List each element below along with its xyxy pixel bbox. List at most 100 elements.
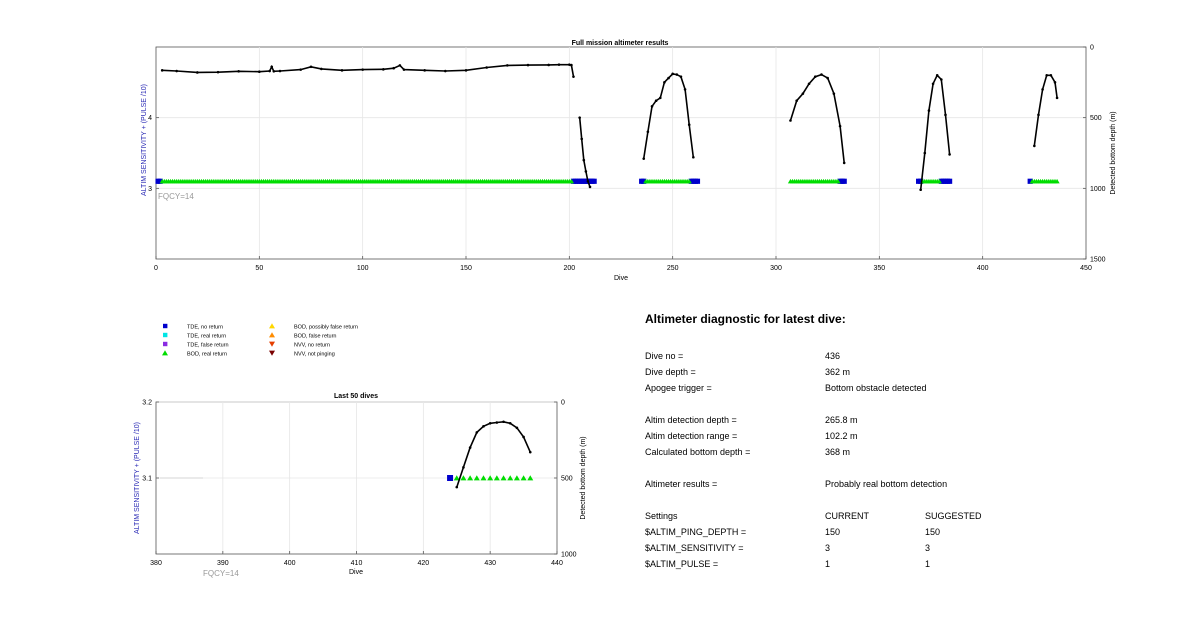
main-depth-point (813, 75, 817, 78)
main-depth-point (464, 69, 468, 72)
small-bod-marker (527, 475, 534, 481)
dive-no-label: Dive no = (645, 351, 684, 361)
main-tde-marker (157, 178, 163, 184)
legend-marker (269, 350, 275, 356)
main-depth-point (675, 73, 679, 76)
pulse-current: 1 (825, 559, 831, 569)
main-y-left-tick-label: 3 (148, 186, 152, 193)
main-tde-marker (841, 178, 847, 184)
dive-no-value: 436 (825, 351, 841, 361)
main-tde-marker (694, 178, 701, 184)
small-depth-point (475, 431, 479, 434)
main-bod-marker (936, 178, 942, 184)
small-y-right-tick-label: 0 (561, 400, 565, 407)
main-depth-point (398, 64, 402, 67)
main-depth-point (654, 99, 658, 103)
small-depth-point (468, 446, 472, 449)
small-y-left-axis-label: ALTIM SENSITIVITY + (PULSE /10) (134, 422, 141, 534)
main-depth-point (692, 155, 695, 159)
altimeter-results-value: Probably real bottom detection (825, 479, 948, 489)
small-bod-marker (520, 475, 527, 481)
legend-label: TDE, false return (187, 343, 229, 349)
main-depth-point (832, 92, 836, 95)
main-tde-marker (641, 178, 647, 184)
small-bod-marker (453, 475, 460, 481)
small-depth-point (508, 421, 512, 425)
small-fqcy-label: FQCY=14 (203, 569, 239, 578)
main-depth-point (820, 73, 823, 76)
main-x-axis-label: Dive (614, 275, 628, 282)
legend-marker (163, 341, 168, 347)
main-plot-area (155, 46, 1087, 260)
small-x-axis-label: Dive (349, 569, 363, 576)
small-y-right-tick-label: 1000 (561, 552, 577, 559)
detection-depth-value: 265.8 m (825, 415, 858, 425)
main-depth-point (948, 153, 951, 156)
small-depth-point (495, 421, 499, 424)
main-bod-marker (835, 178, 841, 184)
main-depth-point (1053, 81, 1057, 84)
main-depth-point (278, 69, 282, 73)
small-depth-point (462, 466, 465, 469)
small-x-tick-label: 430 (484, 560, 496, 567)
main-y-right-tick-label: 1500 (1090, 257, 1106, 264)
main-depth-point (270, 65, 274, 69)
main-depth-point (485, 66, 488, 69)
small-x-tick-label: 390 (217, 560, 229, 567)
diagnostic-title: Altimeter diagnostic for latest dive: (645, 312, 846, 326)
main-x-tick-label: 450 (1080, 265, 1092, 272)
main-depth-point (299, 68, 302, 71)
small-y-right-tick-label: 500 (561, 476, 573, 483)
main-depth-point (1041, 88, 1044, 91)
main-depth-point (923, 151, 927, 155)
main-tde-marker (947, 178, 953, 184)
main-depth-point (1037, 113, 1040, 117)
main-x-tick-label: 350 (873, 265, 885, 272)
main-depth-point (679, 75, 683, 78)
main-depth-line (919, 73, 951, 190)
small-bod-marker (500, 475, 507, 481)
settings-label: Settings (645, 511, 678, 521)
main-depth-point (340, 69, 344, 72)
main-depth-point (196, 71, 199, 74)
legend-label: BOD, real return (187, 352, 227, 358)
small-x-tick-label: 420 (417, 560, 429, 567)
sensitivity-suggested: 3 (925, 543, 931, 553)
main-x-tick-label: 400 (977, 265, 989, 272)
apogee-trigger-value: Bottom obstacle detected (825, 383, 927, 393)
small-x-tick-label: 440 (551, 560, 563, 567)
main-depth-point (547, 63, 550, 67)
small-x-tick-label: 380 (150, 560, 162, 567)
main-depth-point (683, 88, 687, 91)
small-x-tick-label: 410 (351, 560, 363, 567)
main-depth-point (801, 92, 805, 95)
main-depth-point (807, 82, 811, 86)
main-tde-marker (918, 178, 924, 184)
small-bod-marker (467, 475, 474, 481)
sensitivity-current: 3 (825, 543, 831, 553)
main-depth-point (935, 73, 939, 77)
sensitivity-label: $ALTIM_SENSITIVITY = (645, 543, 744, 553)
dive-depth-label: Dive depth = (645, 367, 696, 377)
main-tde-marker (1027, 178, 1033, 184)
main-depth-point (175, 69, 178, 73)
small-bod-marker (513, 475, 520, 481)
main-depth-point (423, 69, 426, 72)
detection-depth-label: Altim detection depth = (645, 415, 737, 425)
main-depth-point (642, 157, 646, 160)
current-header: CURRENT (825, 511, 869, 521)
main-depth-point (667, 76, 670, 80)
main-fqcy-label: FQCY=14 (158, 192, 194, 201)
main-y-right-axis-label: Detected bottom depth (m) (1110, 111, 1117, 194)
small-bod-marker (480, 475, 487, 481)
dive-depth-value: 362 m (825, 367, 851, 377)
legend-marker (162, 350, 168, 356)
main-depth-point (570, 63, 573, 67)
main-depth-point (687, 123, 691, 127)
suggested-header: SUGGESTED (925, 511, 982, 521)
main-depth-point (578, 116, 581, 119)
small-bod-marker (507, 475, 514, 481)
main-depth-point (580, 137, 584, 141)
altimeter-results-label: Altimeter results = (645, 479, 718, 489)
main-depth-point (646, 130, 650, 134)
